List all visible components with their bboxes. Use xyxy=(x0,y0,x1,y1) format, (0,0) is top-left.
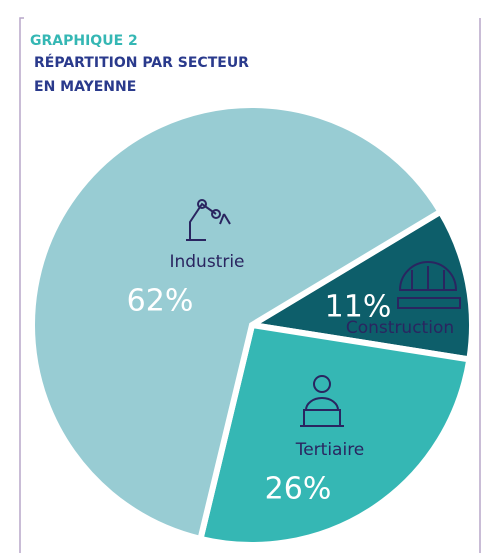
chart-subtitle: RÉPARTITION PAR SECTEUR xyxy=(34,54,249,71)
category-label: Industrie xyxy=(169,252,244,272)
chart-subtitle: EN MAYENNE xyxy=(34,79,136,95)
pie-slice xyxy=(29,102,445,543)
pie-slice xyxy=(196,321,473,548)
pie-slice xyxy=(243,207,475,363)
value-label: 26% xyxy=(265,472,332,507)
category-label: Tertiaire xyxy=(295,440,365,460)
category-label: Construction xyxy=(346,318,454,338)
value-label: 11% xyxy=(325,290,392,325)
chart-title: GRAPHIQUE 2 xyxy=(30,33,138,49)
icons xyxy=(186,199,461,427)
pie xyxy=(29,102,475,548)
frame xyxy=(19,17,24,553)
value-label: 62% xyxy=(127,284,194,319)
